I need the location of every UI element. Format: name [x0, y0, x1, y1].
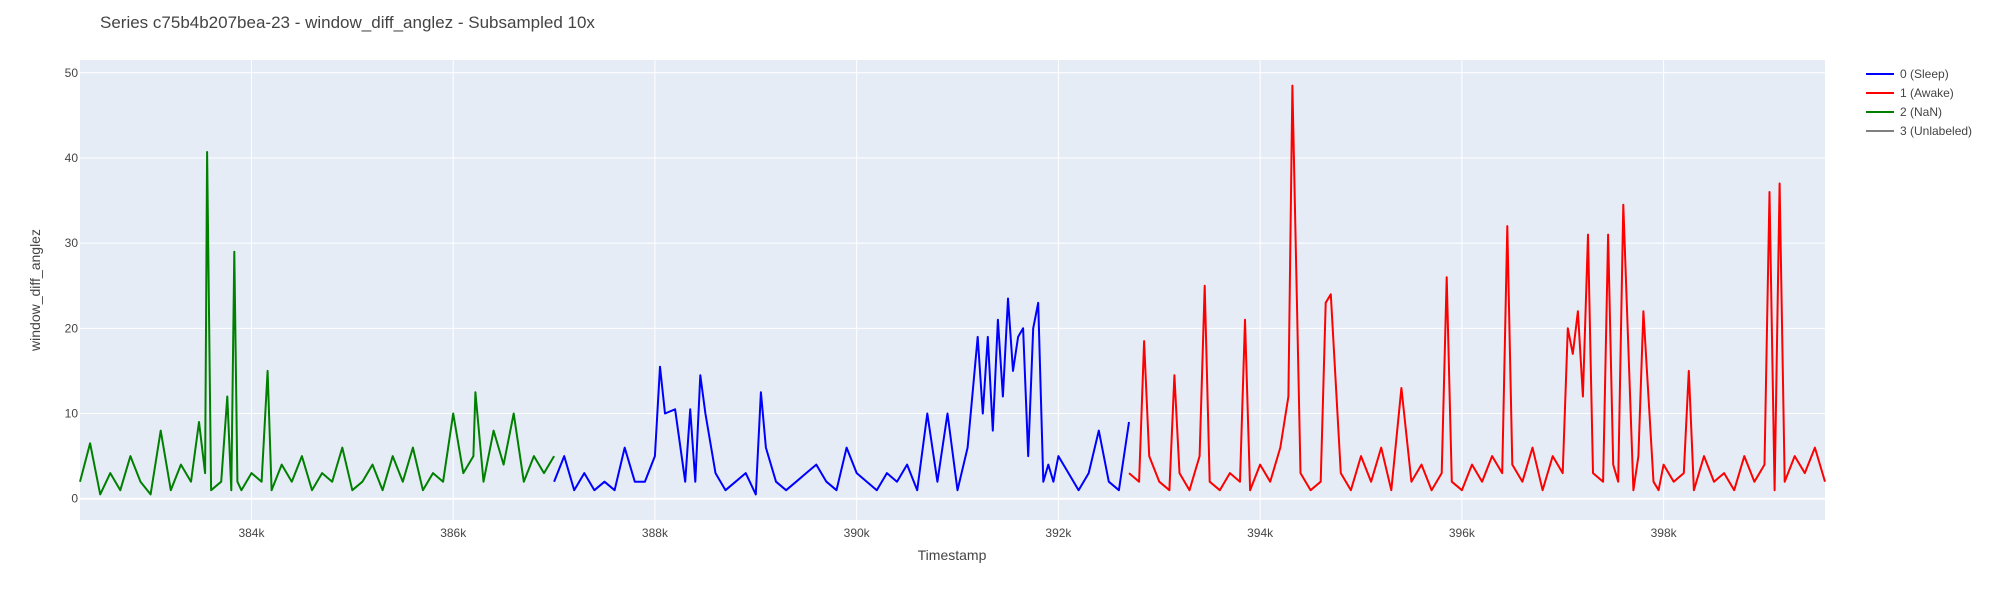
x-axis-ticks: 384k 386k 388k 390k 392k 394k 396k 398k: [238, 526, 1677, 540]
x-tick-label: 398k: [1651, 526, 1678, 540]
x-tick-label: 394k: [1247, 526, 1274, 540]
legend-item[interactable]: 3 (Unlabeled): [1866, 124, 1972, 138]
legend[interactable]: 0 (Sleep) 1 (Awake) 2 (NaN) 3 (Unlabeled): [1866, 67, 1972, 138]
series-line-0-sleep-: [553, 297, 1130, 496]
legend-item[interactable]: 2 (NaN): [1866, 105, 1942, 119]
x-tick-label: 384k: [238, 526, 265, 540]
y-axis-title: window_diff_anglez: [27, 229, 43, 352]
legend-label: 3 (Unlabeled): [1900, 124, 1972, 138]
x-axis-title: Timestamp: [918, 547, 987, 563]
x-tick-label: 390k: [844, 526, 871, 540]
legend-item[interactable]: 1 (Awake): [1866, 86, 1954, 100]
y-axis-ticks: 0 10 20 30 40 50: [65, 66, 79, 506]
series-line-2-nan-: [79, 151, 555, 496]
chart-title: Series c75b4b207bea-23 - window_diff_ang…: [100, 13, 595, 32]
legend-label: 2 (NaN): [1900, 105, 1942, 119]
legend-item[interactable]: 0 (Sleep): [1866, 67, 1949, 81]
y-tick-label: 50: [65, 66, 79, 80]
y-tick-label: 0: [71, 492, 78, 506]
series-line-1-awake-: [1128, 84, 1826, 492]
x-tick-label: 388k: [642, 526, 669, 540]
y-tick-label: 20: [65, 321, 79, 335]
plot-area: [80, 60, 1825, 520]
grid-lines: [80, 60, 1825, 520]
y-tick-label: 40: [65, 151, 79, 165]
x-tick-label: 392k: [1045, 526, 1072, 540]
legend-label: 1 (Awake): [1900, 86, 1954, 100]
legend-label: 0 (Sleep): [1900, 67, 1949, 81]
y-tick-label: 30: [65, 236, 79, 250]
x-tick-label: 386k: [440, 526, 467, 540]
y-tick-label: 10: [65, 407, 79, 421]
data-traces: [79, 84, 1826, 496]
x-tick-label: 396k: [1449, 526, 1476, 540]
